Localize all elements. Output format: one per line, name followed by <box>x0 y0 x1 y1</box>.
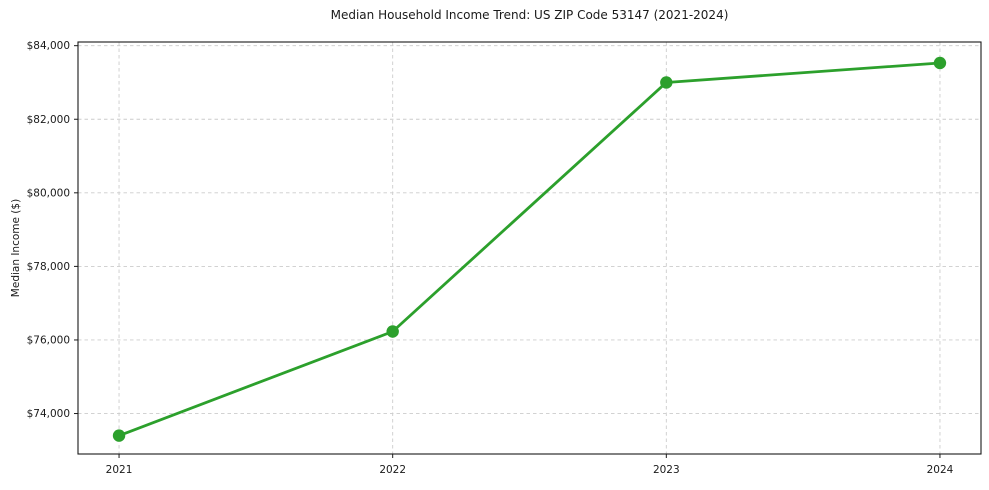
chart-title: Median Household Income Trend: US ZIP Co… <box>330 8 729 22</box>
data-point-marker <box>933 56 947 70</box>
x-tick-label: 2024 <box>927 464 954 476</box>
x-tick-label: 2023 <box>653 464 680 476</box>
trend-line <box>117 61 942 438</box>
y-tick-label: $82,000 <box>27 114 70 126</box>
y-tick-label: $74,000 <box>27 408 70 420</box>
y-tick-label: $78,000 <box>27 261 70 273</box>
y-tick-label: $84,000 <box>27 40 70 52</box>
data-point-marker <box>660 76 673 89</box>
y-tick-label: $76,000 <box>27 334 70 346</box>
y-tick-label: $80,000 <box>27 187 70 199</box>
x-tick-label: 2021 <box>106 464 133 476</box>
data-point-marker <box>386 325 399 338</box>
x-tick-label: 2022 <box>379 464 406 476</box>
data-point-marker <box>112 429 126 442</box>
plot-frame <box>77 41 982 455</box>
